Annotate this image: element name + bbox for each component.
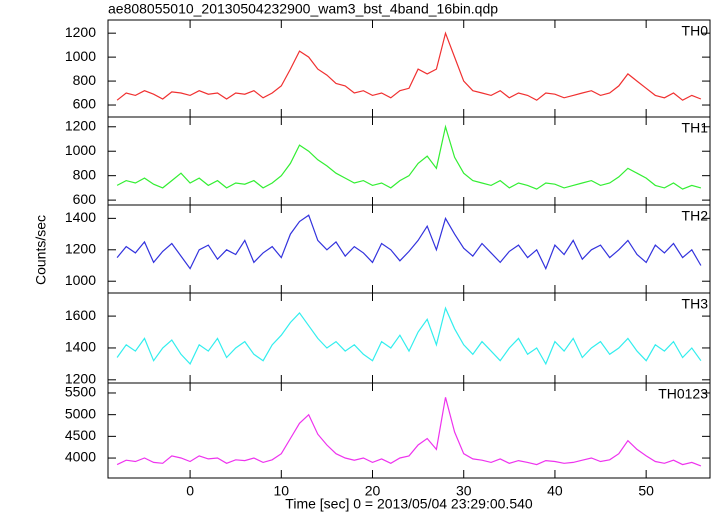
x-tick-label: 20 xyxy=(365,483,381,499)
data-line xyxy=(116,214,702,271)
y-tick-label: 1400 xyxy=(65,339,96,355)
chart-title: ae808055010_20130504232900_wam3_bst_4ban… xyxy=(108,1,498,17)
y-tick-label: 600 xyxy=(73,96,97,112)
y-tick-label: 800 xyxy=(73,72,97,88)
y-tick-label: 1200 xyxy=(65,240,96,256)
panel-frame xyxy=(107,292,711,384)
x-tick-label: 50 xyxy=(638,483,654,499)
y-tick-label: 4000 xyxy=(65,449,96,465)
x-tick-label: 0 xyxy=(186,483,194,499)
panel-label: TH1 xyxy=(682,120,709,136)
x-tick-label: 40 xyxy=(547,483,563,499)
y-tick-label: 800 xyxy=(73,166,97,182)
y-tick-label: 5000 xyxy=(65,405,96,421)
y-tick-label: 4500 xyxy=(65,427,96,443)
data-line xyxy=(116,31,702,101)
y-tick-label: 600 xyxy=(73,191,97,207)
x-axis-label: Time [sec] 0 = 2013/05/04 23:29:00.540 xyxy=(285,496,533,512)
y-tick-label: 1000 xyxy=(65,48,96,64)
panel-frame xyxy=(107,116,711,206)
x-tick-label: 30 xyxy=(456,483,472,499)
y-tick-label: 1000 xyxy=(65,142,96,158)
y-tick-label: 1000 xyxy=(65,272,96,288)
y-tick-label: 1200 xyxy=(65,24,96,40)
panel-label: TH2 xyxy=(682,208,709,224)
panel-label: TH0123 xyxy=(658,386,708,402)
y-axis-label: Counts/sec xyxy=(33,215,49,285)
y-tick-label: 1200 xyxy=(65,371,96,387)
panel-frame xyxy=(107,19,711,118)
panel-frame xyxy=(107,382,711,479)
y-tick-label: 5500 xyxy=(65,384,96,400)
panel-label: TH3 xyxy=(682,296,709,312)
x-tick-label: 10 xyxy=(274,483,290,499)
data-line xyxy=(116,124,702,190)
y-tick-label: 1400 xyxy=(65,209,96,225)
y-tick-label: 1600 xyxy=(65,307,96,323)
panel-label: TH0 xyxy=(682,23,709,39)
data-line xyxy=(116,306,702,366)
y-tick-label: 1200 xyxy=(65,117,96,133)
data-line xyxy=(116,397,702,467)
